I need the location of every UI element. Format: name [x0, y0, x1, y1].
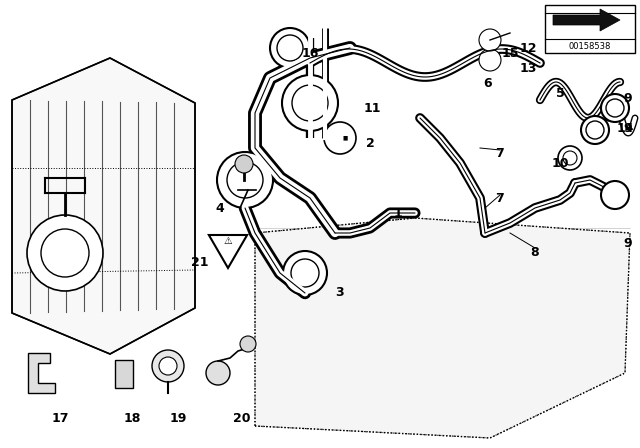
Text: 21: 21 — [191, 257, 209, 270]
Text: 20: 20 — [233, 412, 251, 425]
Circle shape — [581, 116, 609, 144]
Text: 13: 13 — [519, 61, 537, 74]
Circle shape — [159, 357, 177, 375]
Text: 00158538: 00158538 — [569, 42, 611, 51]
Polygon shape — [553, 9, 620, 31]
Circle shape — [152, 350, 184, 382]
Circle shape — [601, 94, 629, 122]
FancyBboxPatch shape — [115, 360, 133, 388]
Circle shape — [324, 122, 356, 154]
Text: 18: 18 — [124, 412, 141, 425]
Text: 3: 3 — [336, 287, 344, 300]
Circle shape — [27, 215, 103, 291]
Polygon shape — [209, 235, 247, 268]
Text: 6: 6 — [484, 77, 492, 90]
Text: 16: 16 — [301, 47, 319, 60]
Text: 1: 1 — [394, 207, 403, 220]
Circle shape — [240, 336, 256, 352]
Circle shape — [227, 162, 263, 198]
Text: 5: 5 — [556, 86, 564, 99]
Text: 7: 7 — [495, 146, 504, 159]
Text: ⚠: ⚠ — [223, 236, 232, 246]
Text: 7: 7 — [495, 191, 504, 204]
Text: 14: 14 — [616, 121, 634, 134]
Circle shape — [586, 121, 604, 139]
Text: 9: 9 — [624, 237, 632, 250]
Circle shape — [606, 99, 624, 117]
Text: 9: 9 — [624, 91, 632, 104]
Circle shape — [291, 259, 319, 287]
Text: 2: 2 — [365, 137, 374, 150]
Circle shape — [41, 229, 89, 277]
Circle shape — [479, 29, 501, 51]
Text: 11: 11 — [364, 102, 381, 115]
Text: 8: 8 — [531, 246, 540, 259]
Circle shape — [601, 181, 629, 209]
Text: 19: 19 — [170, 412, 187, 425]
Polygon shape — [28, 353, 55, 393]
Circle shape — [283, 251, 327, 295]
Text: 15: 15 — [501, 47, 519, 60]
Circle shape — [270, 28, 310, 68]
Circle shape — [282, 75, 338, 131]
Text: 12: 12 — [519, 42, 537, 55]
Text: 9: 9 — [624, 121, 632, 134]
Circle shape — [292, 85, 328, 121]
Polygon shape — [255, 218, 630, 438]
Polygon shape — [12, 58, 195, 354]
Circle shape — [217, 152, 273, 208]
Circle shape — [235, 155, 253, 173]
Circle shape — [479, 49, 501, 71]
Circle shape — [206, 361, 230, 385]
FancyBboxPatch shape — [545, 5, 635, 53]
Text: ■: ■ — [342, 135, 348, 141]
Text: 10: 10 — [551, 156, 569, 169]
Circle shape — [277, 35, 303, 61]
Text: 4: 4 — [216, 202, 225, 215]
Circle shape — [563, 151, 577, 165]
Circle shape — [558, 146, 582, 170]
Text: 17: 17 — [51, 412, 68, 425]
